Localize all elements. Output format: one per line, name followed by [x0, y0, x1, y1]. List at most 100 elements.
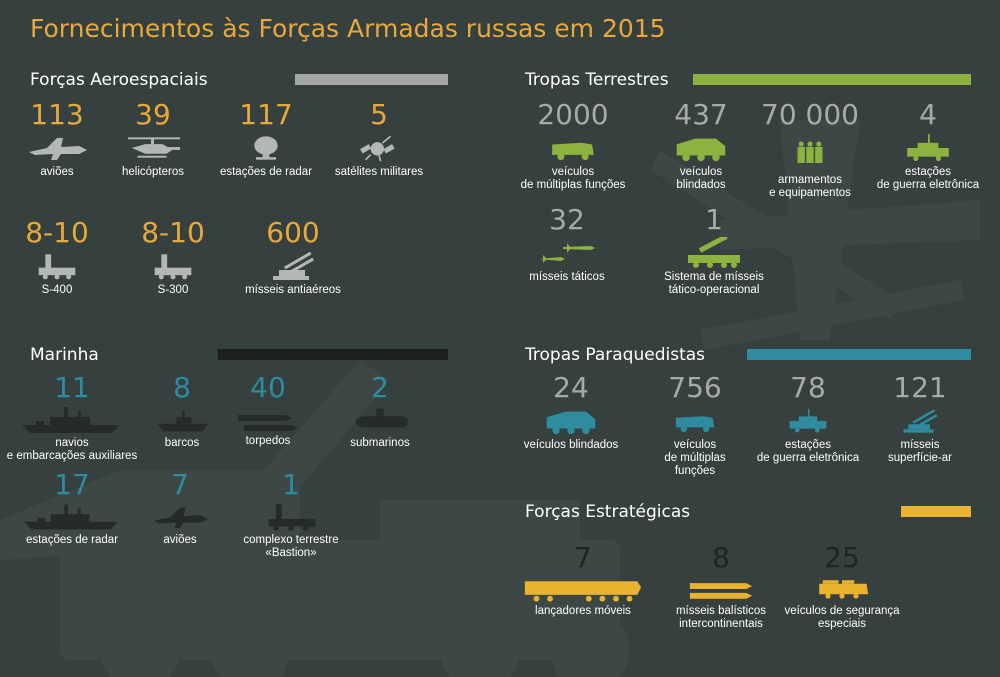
strategic-item-value: 7 — [574, 541, 592, 574]
label-line: veículos blindados — [523, 439, 619, 451]
strategic-item-value: 8 — [712, 541, 730, 574]
helicopter-icon — [127, 137, 181, 158]
ew-station-icon — [907, 134, 949, 161]
aerospace-item-value: 8-10 — [141, 216, 205, 249]
armored-vehicle-icon — [546, 411, 596, 435]
aerospace-item-value: 39 — [135, 98, 171, 131]
airborne-item: 121 mísseis superfície-ar — [835, 373, 1000, 465]
mobile-launcher-icon — [524, 581, 642, 602]
navy-item-label: barcos — [97, 437, 267, 450]
aerospace-item: 8-10 S-400 — [0, 218, 142, 297]
strategic-item-label: lançadores móveis — [498, 605, 668, 618]
aerospace-item-value: 600 — [266, 216, 320, 249]
navy-item-label: submarinos — [295, 437, 465, 450]
ground-item-label: estações de guerra eletrônica — [843, 166, 1000, 192]
airborne-item: 756 veículos de múltiplas funções — [610, 373, 780, 478]
ground-item: 1 Sistema de mísseis tático-operacional — [629, 205, 799, 297]
strategic-item: 25 veículos de segurança especiais — [757, 543, 927, 631]
aerospace-item-label: helicópteros — [68, 166, 238, 179]
airborne-item: 24 veículos blindados — [486, 373, 656, 452]
tactical-missile-icon — [539, 243, 595, 263]
navy-item: 1 complexo terrestre «Bastion» — [206, 470, 376, 560]
missile-launcher-truck-icon — [38, 254, 76, 280]
utility-vehicle-icon — [552, 142, 594, 161]
ground-item: 32 mísseis táticos — [482, 205, 652, 284]
label-line: Sistema de mísseis — [664, 271, 764, 283]
section-title-ground: Tropas Terrestres — [525, 70, 669, 90]
navy-item-label: navios e embarcações auxiliares — [0, 437, 157, 463]
navy-item: 7 aviões — [95, 470, 265, 547]
label-line: aviões — [163, 534, 197, 546]
ground-item-value: 2000 — [537, 98, 609, 131]
navy-item-label: aviões — [95, 534, 265, 547]
coastal-launcher-icon — [268, 503, 316, 531]
ground-item-value: 70 000 — [761, 98, 859, 131]
navy-item: 40 torpedos — [183, 373, 353, 448]
label-line: complexo terrestre — [243, 534, 339, 546]
label-line: barcos — [164, 437, 200, 449]
label-line: satélites militares — [334, 166, 424, 178]
airborne-item-label: estações de guerra eletrônica — [723, 439, 893, 465]
page-title: Fornecimentos às Forças Armadas russas e… — [30, 14, 666, 43]
label-line: helicópteros — [121, 166, 184, 178]
label-line: funções — [674, 465, 716, 477]
label-line: armamentos — [778, 174, 842, 186]
label-line: blindados — [676, 179, 726, 191]
security-vehicle-icon — [819, 580, 869, 599]
aerospace-item-label: mísseis antiaéreos — [208, 284, 378, 297]
utility-vehicle-icon — [675, 416, 715, 433]
airborne-item-label: veículos blindados — [486, 439, 656, 452]
section-bar-navy — [218, 349, 448, 360]
label-line: de guerra eletrônica — [756, 452, 860, 464]
navy-item: 2 submarinos — [295, 373, 465, 450]
aerospace-item: 117 estações de radar — [181, 100, 351, 179]
section-title-aerospace: Forças Aeroespaciais — [30, 70, 208, 90]
label-line: estações de radar — [219, 166, 313, 178]
label-line: mísseis — [900, 439, 940, 451]
label-line: aviões — [40, 166, 74, 178]
label-line: e equipamentos — [769, 187, 851, 199]
ew-station-icon — [789, 408, 827, 433]
navy-item: 8 barcos — [97, 373, 267, 450]
submarine-icon — [355, 408, 409, 428]
aerospace-item-label: aviões — [0, 166, 142, 179]
icbm-icon — [689, 583, 753, 599]
strategic-item: 8 mísseis balísticos intercontinentais — [636, 543, 806, 631]
navy-item-value: 17 — [54, 468, 90, 501]
aerospace-item-value: 8-10 — [25, 216, 89, 249]
label-line: de múltiplas funções — [520, 179, 626, 191]
airborne-item-value: 756 — [668, 371, 722, 404]
antiaircraft-launcher-icon — [903, 409, 938, 433]
ground-item: 2000 veículos de múltiplas funções — [488, 100, 658, 192]
label-line: estações de radar — [25, 534, 119, 546]
label-line: tático-operacional — [668, 284, 760, 296]
navy-item: 17 estações de radar — [0, 470, 157, 547]
aerospace-item-value: 113 — [30, 98, 84, 131]
airborne-item-value: 24 — [553, 371, 589, 404]
label-line: veículos — [679, 166, 723, 178]
airborne-item-value: 78 — [790, 371, 826, 404]
ground-item-label: mísseis táticos — [482, 271, 652, 284]
radar-ship-icon — [23, 504, 119, 530]
label-line: veículos de segurança — [784, 605, 900, 617]
aerospace-item-label: satélites militares — [294, 166, 464, 179]
ground-item-label: veículos blindados — [616, 166, 786, 192]
iskander-launcher-icon — [688, 237, 740, 268]
section-title-strategic: Forças Estratégicas — [525, 502, 691, 522]
ground-item: 437 veículos blindados — [616, 100, 786, 192]
strategic-item-label: mísseis balísticos intercontinentais — [636, 605, 806, 631]
navy-item-value: 2 — [371, 371, 389, 404]
boat-icon — [157, 410, 209, 432]
ground-item-value: 4 — [919, 98, 937, 131]
navy-item-label: torpedos — [183, 435, 353, 448]
armored-vehicle-icon — [676, 138, 726, 162]
label-line: mísseis antiaéreos — [245, 284, 341, 296]
section-bar-airborne — [747, 349, 971, 360]
label-line: especiais — [818, 618, 866, 630]
strategic-item: 7 lançadores móveis — [498, 543, 668, 618]
aerospace-item: 39 helicópteros — [68, 100, 238, 179]
aerospace-item: 5 satélites militares — [294, 100, 464, 179]
ground-item: 70 000 armamentos e equipamentos — [725, 100, 895, 200]
